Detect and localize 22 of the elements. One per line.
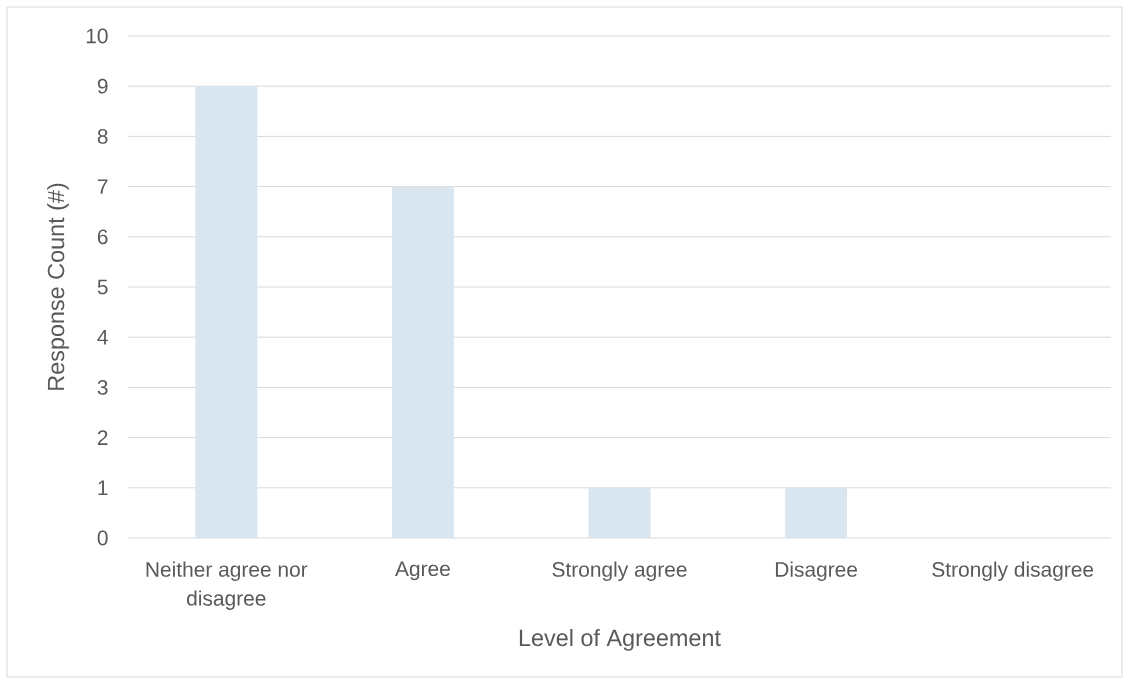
- x-tick-label: Agree: [395, 561, 450, 581]
- y-axis-title: Response Count (#): [47, 183, 69, 390]
- y-tick-label: 0: [97, 530, 108, 546]
- bar: [785, 487, 848, 538]
- y-tick-label: 4: [97, 329, 108, 345]
- y-tick-label: 6: [97, 229, 108, 245]
- y-tick-label: 8: [97, 128, 108, 144]
- x-tick-label: Strongly agree: [552, 561, 687, 582]
- bar: [588, 487, 651, 538]
- y-tick-label: 2: [97, 430, 108, 445]
- x-tick-label: Neither agree nor disagree: [146, 561, 308, 610]
- bar: [195, 86, 258, 538]
- y-tick-label: 10: [86, 28, 108, 44]
- y-tick-label: 9: [97, 78, 108, 94]
- y-tick-label: 3: [97, 379, 108, 395]
- x-tick-label: Strongly disagree: [932, 561, 1094, 582]
- x-axis-title: Level of Agreement: [519, 628, 721, 651]
- y-tick-label: 1: [98, 480, 108, 495]
- y-tick-label: 5: [97, 279, 108, 295]
- y-tick-label: 7: [97, 179, 108, 194]
- bar: [391, 186, 454, 538]
- x-tick-label: Disagree: [775, 561, 858, 582]
